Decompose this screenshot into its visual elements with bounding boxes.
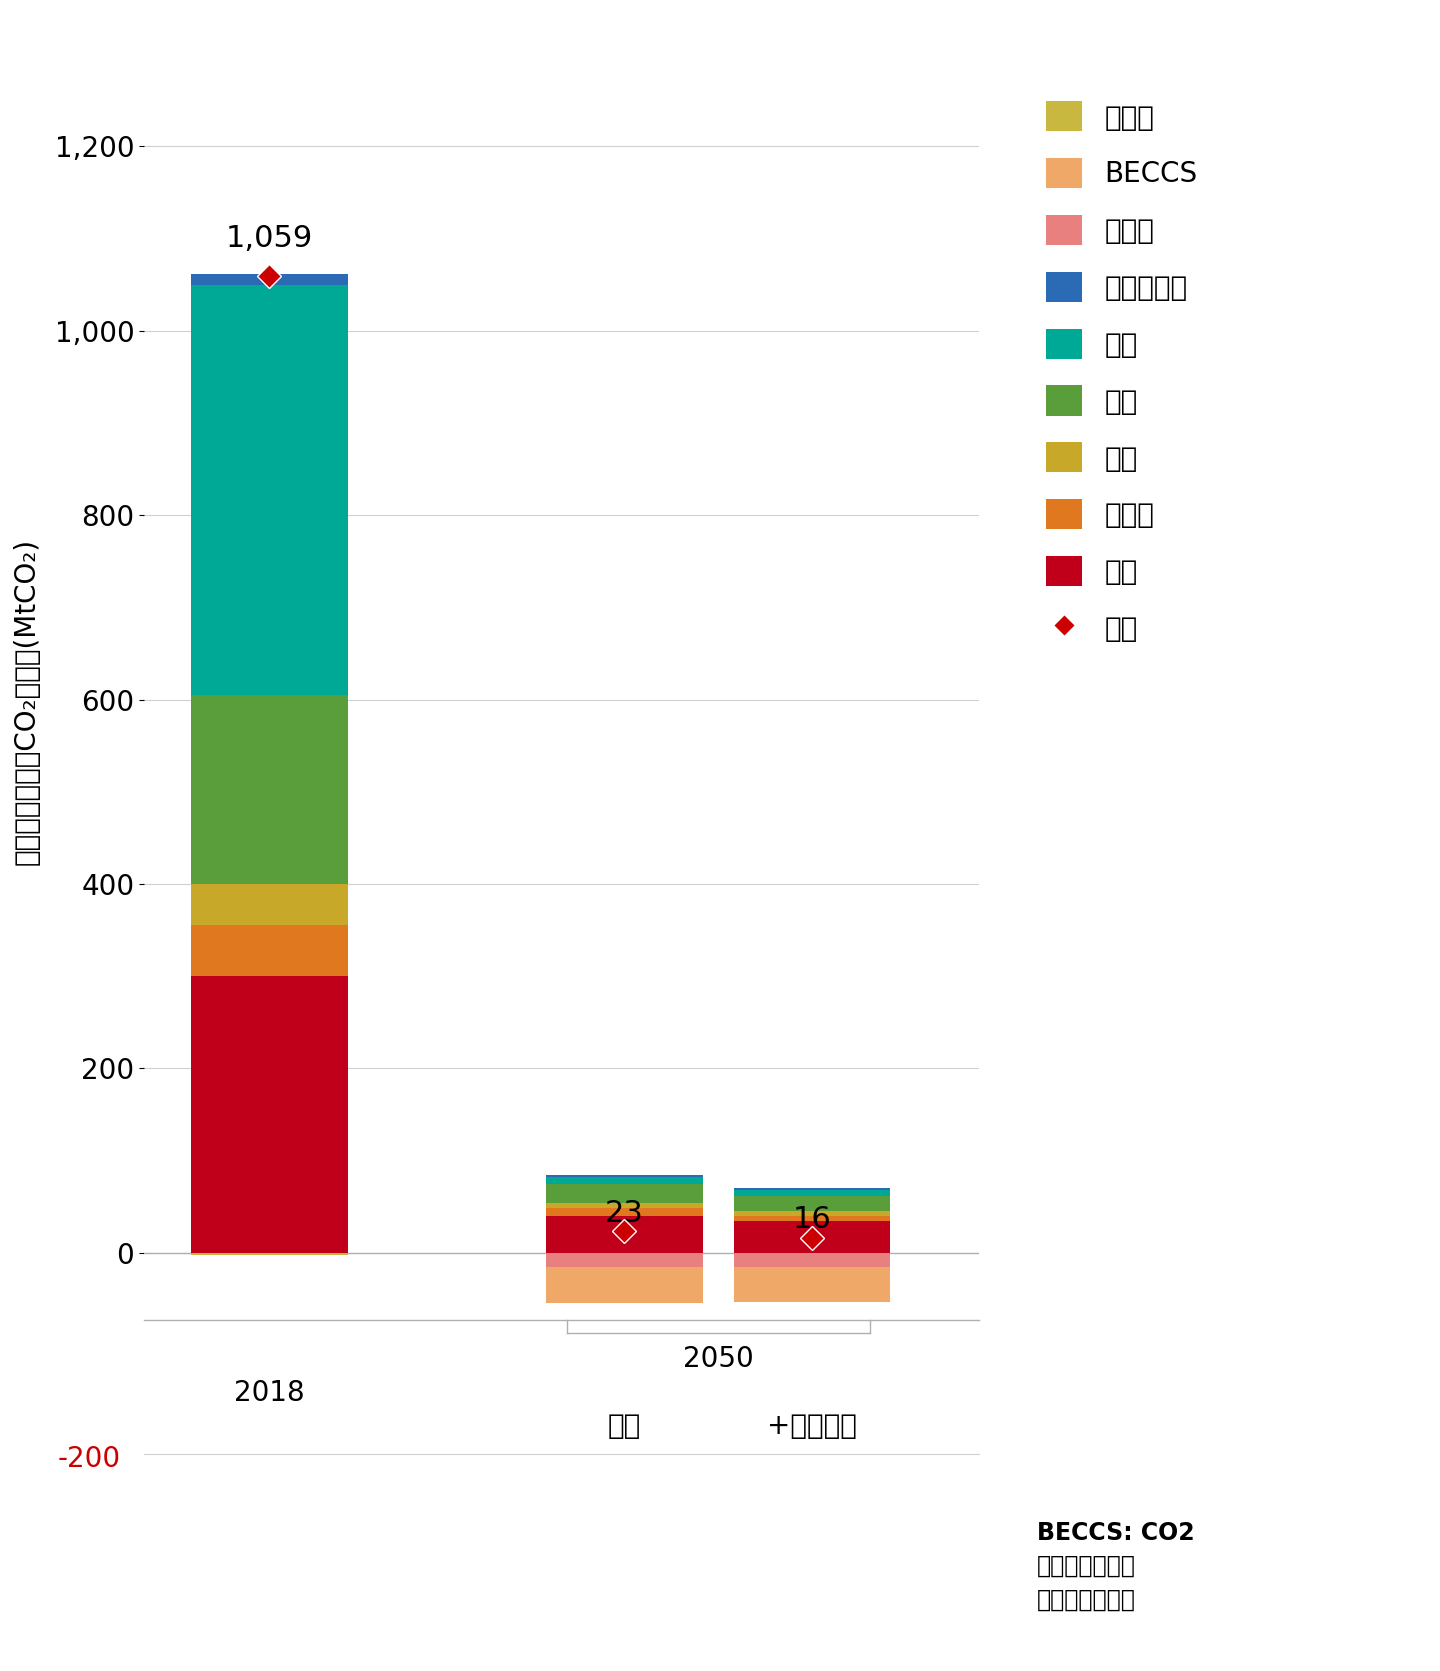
Text: 16: 16	[793, 1205, 831, 1235]
Bar	[734, 1188, 890, 1190]
Text: 23: 23	[605, 1198, 644, 1228]
Text: +社会変容: +社会変容	[768, 1412, 857, 1440]
Bar	[734, 1196, 890, 1211]
Bar	[734, 1211, 890, 1216]
Bar	[192, 884, 347, 926]
Bar	[546, 1203, 703, 1208]
Bar	[546, 1253, 703, 1267]
Bar	[192, 976, 347, 1253]
Bar	[734, 1267, 890, 1302]
Bar	[192, 274, 347, 284]
Bar	[546, 1216, 703, 1253]
Bar	[546, 1176, 703, 1185]
Legend: その他, BECCS, 新燃料, その他転換, 発電, 運輸, 家庭, 業務他, 産業, 合計: その他, BECCS, 新燃料, その他転換, 発電, 運輸, 家庭, 業務他,…	[1035, 90, 1208, 655]
Bar	[546, 1175, 703, 1176]
Bar	[734, 1216, 890, 1222]
Text: 2050: 2050	[683, 1345, 753, 1374]
Bar	[546, 1185, 703, 1203]
Text: 1,059: 1,059	[226, 224, 312, 254]
Bar	[734, 1253, 890, 1267]
Text: 2018: 2018	[233, 1379, 305, 1407]
Bar	[192, 695, 347, 884]
Bar	[734, 1190, 890, 1196]
Bar	[734, 1222, 890, 1253]
Bar	[546, 1208, 703, 1216]
Bar	[192, 284, 347, 695]
Y-axis label: エネルギー起源CO₂排出量(MtCO₂): エネルギー起源CO₂排出量(MtCO₂)	[13, 538, 40, 866]
Bar	[192, 926, 347, 976]
Text: BECCS: CO2
回収・貯留付き
バイオマス発電: BECCS: CO2 回収・貯留付き バイオマス発電	[1037, 1521, 1194, 1611]
Bar	[192, 1253, 347, 1255]
Text: 技術: 技術	[608, 1412, 641, 1440]
Bar	[546, 1267, 703, 1308]
Text: -200: -200	[58, 1445, 121, 1474]
